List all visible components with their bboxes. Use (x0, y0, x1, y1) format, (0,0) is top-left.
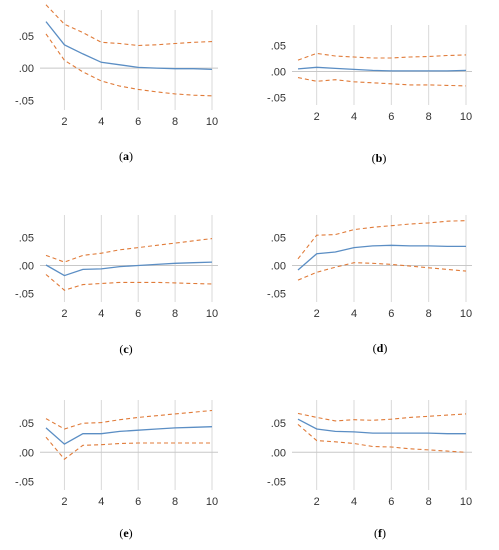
y-tick-label: .05 (19, 31, 34, 43)
x-tick-label: 4 (98, 116, 104, 128)
upper-line (45, 4, 213, 47)
panel-c: .05 .00 -.05 2 4 6 8 10 (c) (15, 215, 218, 356)
x-tick-label: 6 (388, 308, 394, 320)
x-tick-label: 10 (460, 308, 472, 320)
lower-line (45, 274, 213, 291)
lower-line (297, 77, 467, 87)
x-tick-label: 6 (388, 111, 394, 123)
x-tick-label: 6 (135, 308, 141, 320)
y-tick-label: -.05 (15, 476, 34, 488)
x-tick-label: 10 (460, 496, 472, 508)
x-tick-label: 4 (98, 308, 104, 320)
x-tick-label: 8 (172, 496, 178, 508)
panel-d: .05 .00 -.05 2 4 6 8 10 (d) (267, 215, 472, 355)
x-tick-label: 4 (351, 308, 357, 320)
response-line (297, 66, 467, 72)
x-tick-label: 6 (388, 496, 394, 508)
x-tick-label: 2 (314, 496, 320, 508)
y-tick-label: -.05 (267, 289, 286, 301)
panel-caption: (f) (374, 526, 386, 540)
y-tick-label: .00 (271, 66, 286, 78)
y-tick-label: .05 (19, 418, 34, 430)
x-tick-label: 8 (426, 111, 432, 123)
y-tick-label: .00 (271, 261, 286, 273)
response-line (297, 418, 466, 435)
x-tick-label: 10 (206, 496, 218, 508)
response-line (297, 244, 466, 271)
x-tick-label: 6 (135, 116, 141, 128)
x-tick-label: 4 (351, 111, 357, 123)
x-tick-label: 10 (206, 116, 218, 128)
x-tick-label: 2 (61, 496, 67, 508)
upper-line (45, 409, 213, 430)
y-tick-label: -.05 (15, 95, 34, 107)
lower-line (45, 33, 213, 97)
x-tick-label: 2 (314, 308, 320, 320)
response-line (45, 261, 213, 277)
y-tick-label: .05 (19, 232, 34, 244)
response-line (45, 426, 213, 445)
upper-line (297, 52, 467, 61)
y-tick-label: .00 (19, 447, 34, 459)
response-line (45, 21, 213, 71)
y-tick-label: .05 (271, 41, 286, 53)
y-tick-label: .05 (271, 232, 286, 244)
x-tick-label: 8 (172, 116, 178, 128)
x-tick-label: 4 (98, 496, 104, 508)
panel-f: .05 .00 -.05 2 4 6 8 10 (f) (267, 400, 472, 540)
panel-caption: (e) (119, 526, 132, 540)
upper-line (297, 412, 467, 422)
y-tick-label: .00 (19, 63, 34, 75)
panel-caption: (a) (119, 149, 133, 163)
upper-line (45, 238, 213, 263)
panel-e: .05 .00 -.05 2 4 6 8 10 (e) (15, 400, 218, 540)
y-tick-label: .05 (271, 418, 286, 430)
y-tick-label: .00 (271, 447, 286, 459)
x-tick-label: 2 (61, 116, 67, 128)
x-tick-label: 10 (206, 308, 218, 320)
y-tick-label: .00 (19, 261, 34, 273)
panel-caption: (b) (372, 151, 387, 165)
x-tick-label: 8 (172, 308, 178, 320)
panel-a: .05 .00 -.05 2 4 6 8 10 (a) (15, 4, 218, 163)
x-tick-label: 8 (426, 308, 432, 320)
panel-caption: (c) (119, 342, 132, 356)
panel-caption: (d) (373, 341, 388, 355)
x-tick-label: 6 (135, 496, 141, 508)
x-tick-label: 4 (351, 496, 357, 508)
y-tick-label: -.05 (267, 92, 286, 104)
panel-b: .05 .00 -.05 2 4 6 8 10 (b) (267, 25, 472, 165)
y-tick-label: -.05 (267, 476, 286, 488)
x-tick-label: 8 (426, 496, 432, 508)
x-tick-label: 2 (314, 111, 320, 123)
y-tick-label: -.05 (15, 289, 34, 301)
lower-line (297, 262, 467, 281)
lower-line (297, 423, 467, 453)
x-tick-label: 2 (61, 308, 67, 320)
x-tick-label: 10 (460, 111, 472, 123)
